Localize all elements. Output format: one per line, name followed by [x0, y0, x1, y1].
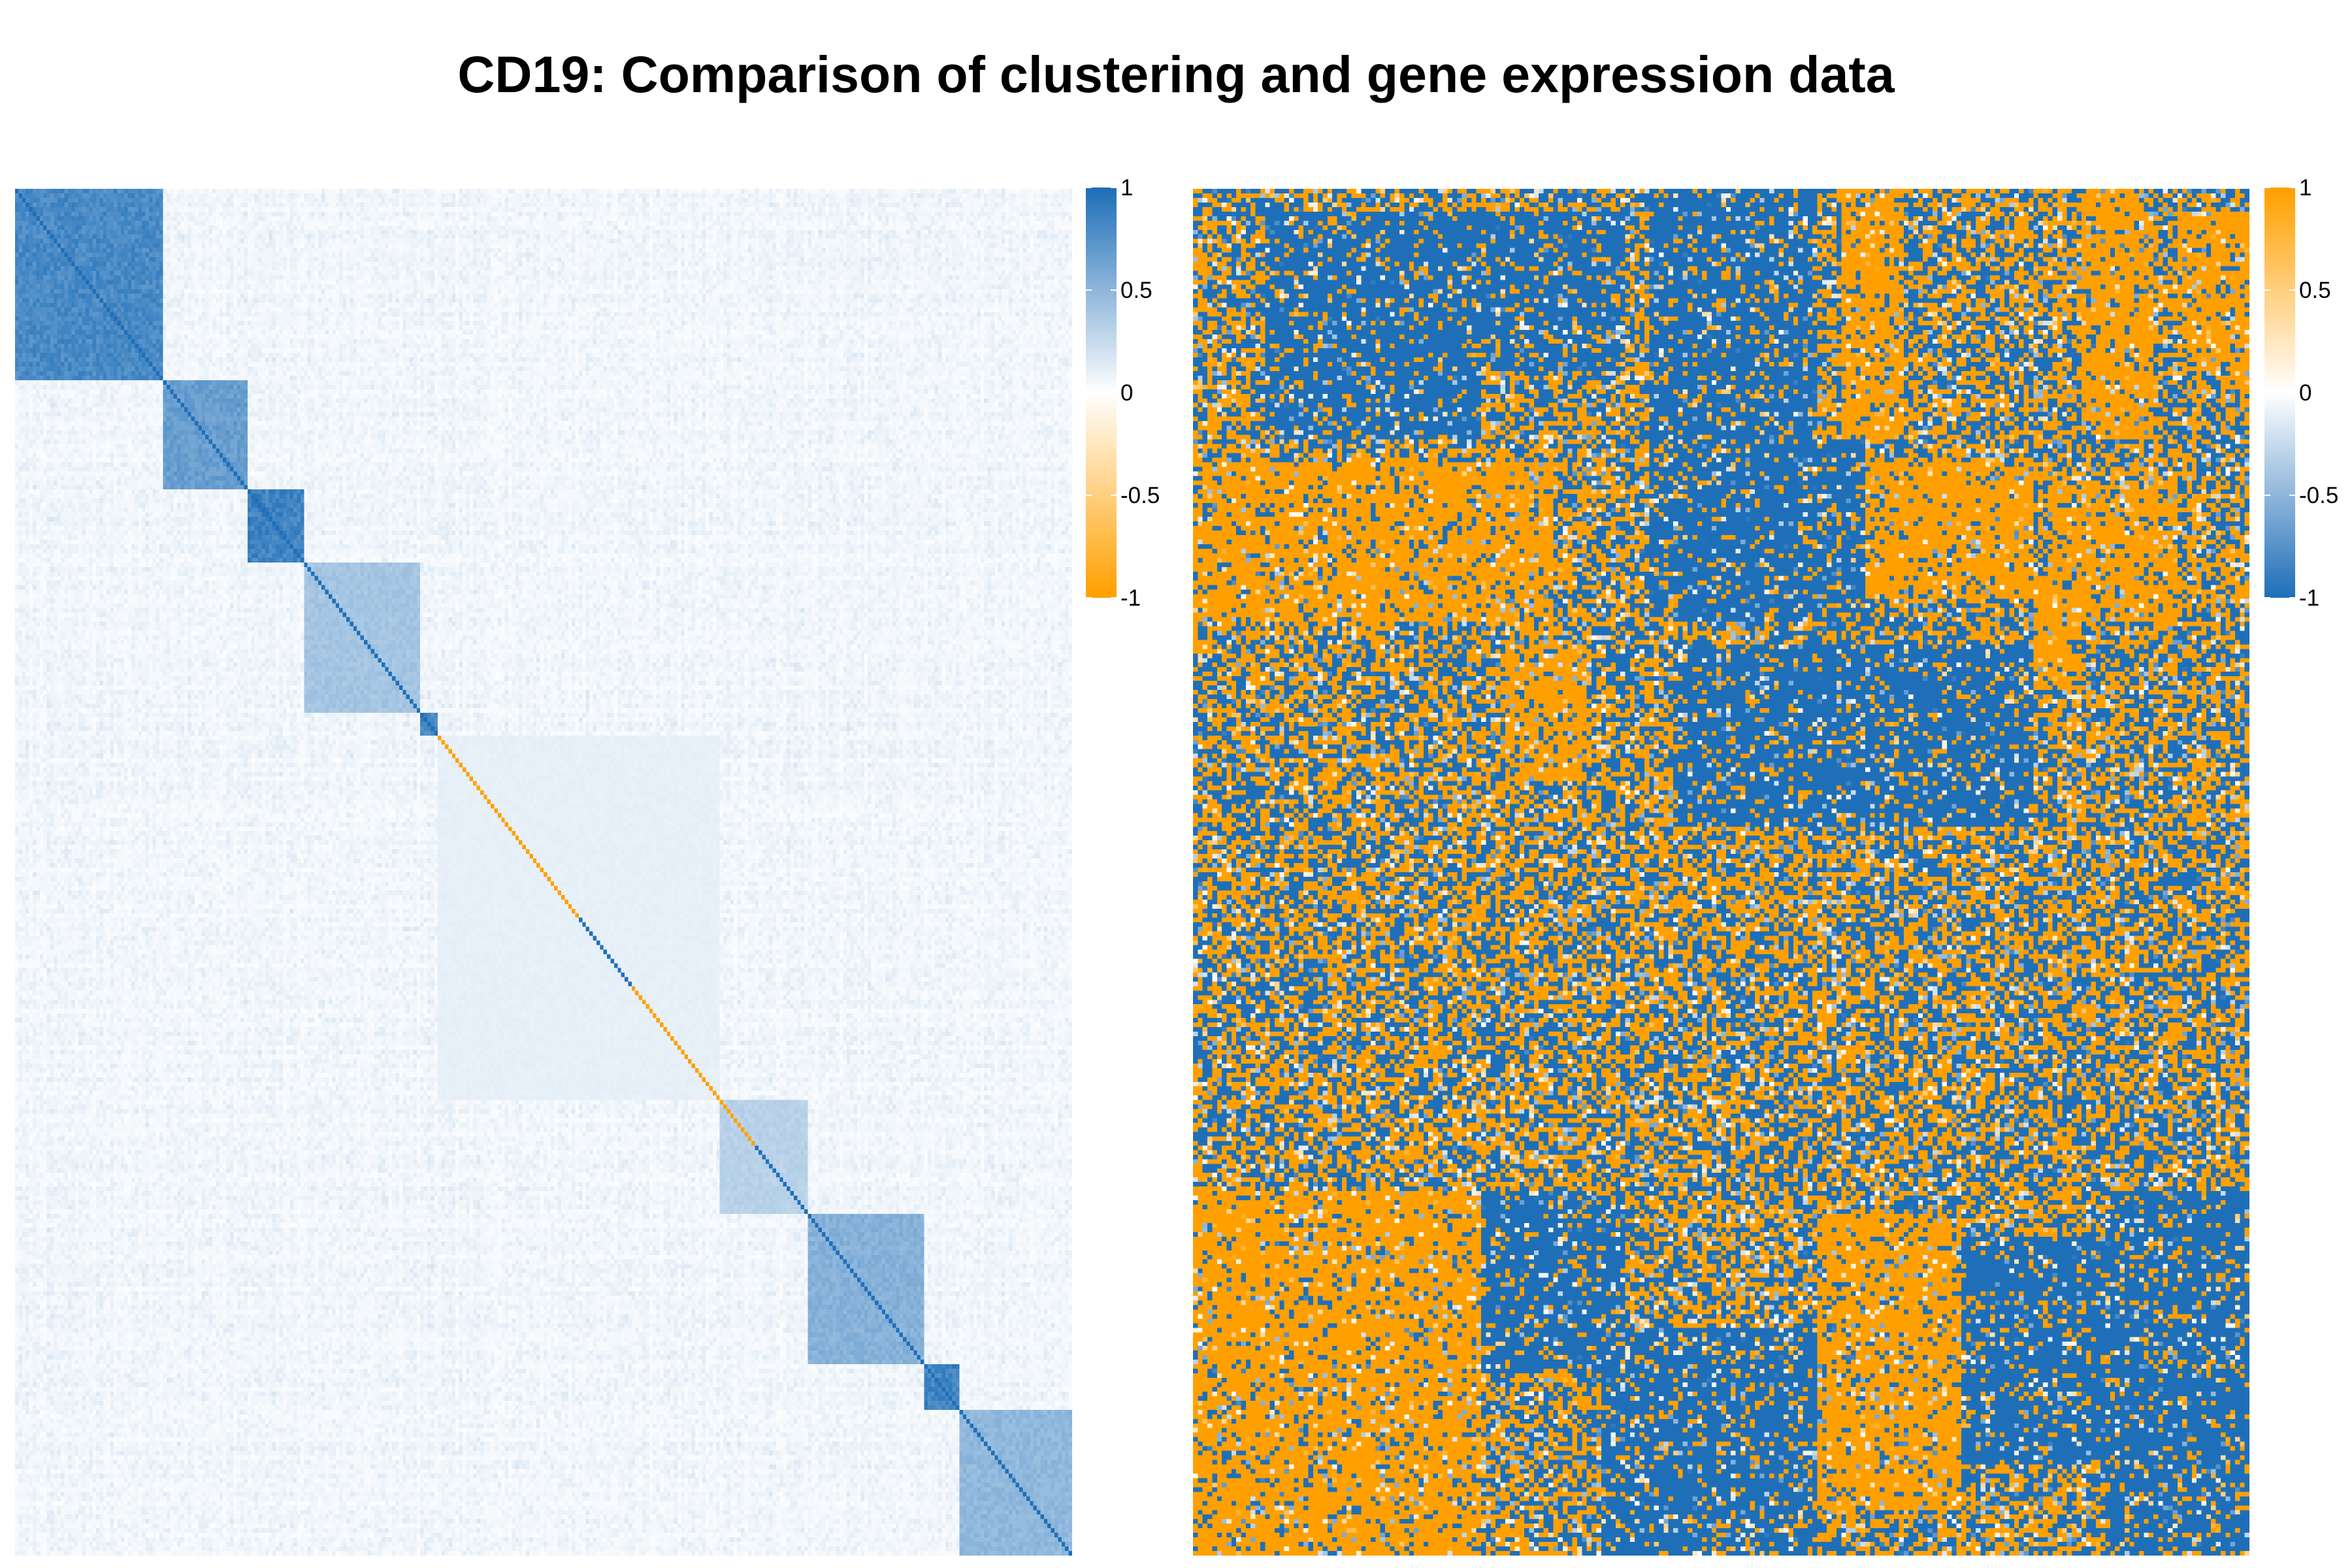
- expression-colorbar-tickmark: [2264, 289, 2270, 291]
- expression-colorbar-tickmark: [2264, 187, 2270, 188]
- expression-colorbar-tick-label: 0: [2299, 380, 2312, 406]
- clustering-colorbar-tick-label: 0: [1120, 380, 1134, 406]
- clustering-colorbar-tick-label: -1: [1120, 585, 1141, 611]
- clustering-colorbar-tick-label: 1: [1120, 175, 1134, 201]
- expression-colorbar-tick-label: -0.5: [2299, 483, 2339, 508]
- clustering-heatmap: [15, 189, 1072, 1556]
- clustering-colorbar-tick-label: -0.5: [1120, 483, 1160, 508]
- clustering-colorbar-tickmark: [1111, 495, 1117, 496]
- clustering-colorbar-tickmark: [1111, 187, 1117, 188]
- clustering-colorbar-tickmark: [1086, 392, 1092, 393]
- expression-colorbar-tickmark: [2264, 597, 2270, 598]
- clustering-colorbar-tickmark: [1111, 597, 1117, 598]
- clustering-colorbar-tickmark: [1111, 392, 1117, 393]
- clustering-colorbar-tickmark: [1086, 187, 1092, 188]
- expression-colorbar-tickmark: [2264, 495, 2270, 496]
- expression-colorbar-tickmark: [2289, 597, 2295, 598]
- expression-colorbar-tickmark: [2289, 495, 2295, 496]
- clustering-colorbar-tick-label: 0.5: [1120, 278, 1152, 303]
- expression-colorbar-tick-label: 1: [2299, 175, 2312, 201]
- clustering-colorbar-tickmark: [1086, 495, 1092, 496]
- clustering-colorbar-tickmark: [1111, 289, 1117, 291]
- expression-colorbar-tickmark: [2264, 392, 2270, 393]
- chart-title: CD19: Comparison of clustering and gene …: [457, 45, 1895, 103]
- expression-colorbar-tick-label: 0.5: [2299, 278, 2331, 303]
- expression-colorbar-tickmark: [2289, 392, 2295, 393]
- expression-colorbar-tickmark: [2289, 289, 2295, 291]
- expression-colorbar-tick-label: -1: [2299, 585, 2320, 611]
- clustering-colorbar-tickmark: [1086, 289, 1092, 291]
- expression-heatmap: [1193, 189, 2249, 1556]
- clustering-colorbar-tickmark: [1086, 597, 1092, 598]
- expression-colorbar-tickmark: [2289, 187, 2295, 188]
